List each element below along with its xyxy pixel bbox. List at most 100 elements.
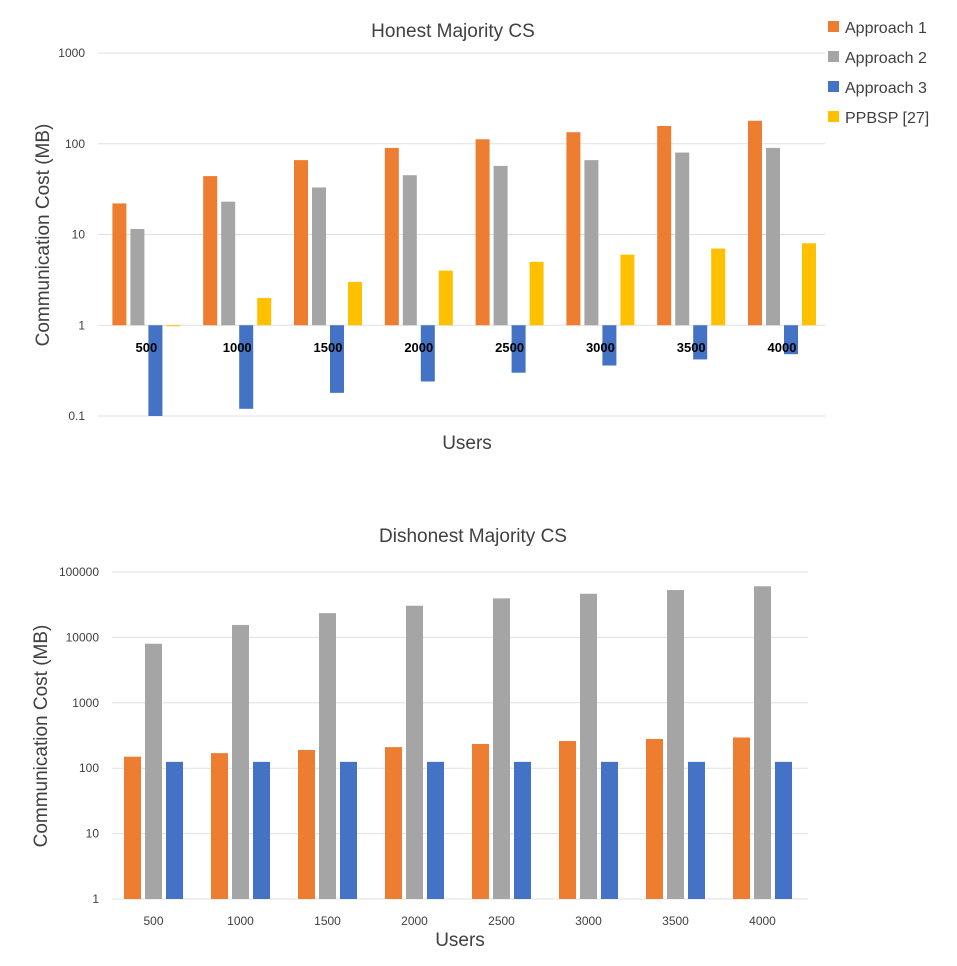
- chart1-ylabel: Communication Cost (MB): [33, 124, 54, 347]
- legend-label-approach-1: Approach 1: [845, 20, 927, 37]
- chart1-category-label: 1500: [314, 340, 343, 355]
- chart2-xlabel: Users: [435, 930, 485, 951]
- bar-approach-3-3500: [693, 325, 708, 360]
- chart1-category-label: 3500: [677, 340, 706, 355]
- bar-approach-1-3500: [657, 125, 672, 326]
- chart1-plot-area: 0.1 1 10 100 1000 500 1000 1500 2000 2500 3000 3500…: [58, 46, 825, 423]
- chart1-category-label: 500: [136, 340, 158, 355]
- bar-approach-1-3000: [559, 741, 576, 899]
- bar-approach-1-3000: [566, 132, 581, 326]
- bar-approach-2-1500: [312, 187, 326, 326]
- chart1-ytick-label: 10: [72, 228, 86, 242]
- chart2-plot-area: 1 10 100 1000 10000 100000 500 1000 1500 2000 2500…: [59, 565, 808, 928]
- bar-approach-1-500: [112, 203, 127, 326]
- chart2-ytick-label: 10: [86, 827, 100, 841]
- bar-approach-2-500: [130, 228, 145, 326]
- chart1-xlabel: Users: [442, 433, 492, 454]
- legend-label-ppbsp: PPBSP [27]: [845, 110, 929, 127]
- bar-approach-2-3000: [584, 160, 599, 326]
- bar-approach-2-4000: [754, 586, 771, 899]
- bar-approach-1-1000: [203, 176, 218, 326]
- chart2-ytick-label: 1: [92, 892, 99, 906]
- bar-ppbsp-27-3000: [620, 254, 635, 326]
- bar-approach-3-2000: [427, 761, 444, 899]
- chart2-category-label: 1000: [227, 914, 254, 928]
- bar-approach-3-1500: [330, 325, 344, 393]
- legend-swatch-approach-2: [828, 51, 839, 62]
- chart1-title: Honest Majority CS: [371, 21, 535, 42]
- chart1-category-label: 1000: [223, 340, 252, 355]
- bar-ppbsp-27-2000: [438, 270, 453, 326]
- bar-approach-2-1500: [319, 613, 336, 899]
- chart2-ytick-label: 100000: [59, 565, 99, 579]
- bar-approach-2-3500: [675, 152, 690, 326]
- bar-approach-2-2500: [493, 165, 508, 326]
- bar-approach-2-2000: [402, 175, 417, 326]
- bar-ppbsp-27-1000: [257, 297, 272, 326]
- bar-ppbsp-27-2500: [529, 261, 544, 326]
- chart1-ytick-label: 1: [78, 318, 85, 332]
- bar-approach-3-2500: [514, 761, 531, 899]
- bar-ppbsp-27-1500: [348, 281, 362, 326]
- bar-approach-2-3500: [667, 590, 684, 899]
- chart2-category-label: 2500: [488, 914, 515, 928]
- bar-approach-3-2500: [511, 325, 526, 373]
- bar-approach-3-1000: [239, 325, 254, 409]
- bar-approach-2-1000: [232, 624, 249, 899]
- bar-ppbsp-27-3500: [711, 248, 726, 326]
- bar-approach-2-2000: [406, 605, 423, 899]
- chart2-category-label: 3500: [662, 914, 689, 928]
- bar-approach-1-2500: [472, 743, 489, 899]
- chart2-category-label: 500: [143, 914, 163, 928]
- chart2-category-label: 3000: [575, 914, 602, 928]
- bar-approach-1-3500: [646, 738, 663, 899]
- chart1-ytick-label: 0.1: [68, 409, 85, 423]
- bar-approach-3-4000: [784, 325, 798, 355]
- chart2-ytick-label: 100: [79, 761, 99, 775]
- legend-swatch-approach-3: [828, 81, 839, 92]
- bar-approach-3-2000: [420, 325, 435, 382]
- bar-approach-3-500: [166, 761, 183, 899]
- chart1-legend: Approach 1 Approach 2 Approach 3 PPBSP […: [828, 20, 929, 127]
- legend-swatch-approach-1: [828, 21, 839, 32]
- chart1-category-label: 4000: [768, 340, 797, 355]
- chart1-ytick-label: 1000: [58, 46, 85, 60]
- bar-approach-1-1500: [294, 160, 308, 326]
- bar-approach-3-3000: [602, 325, 617, 366]
- chart2-ytick-label: 10000: [66, 630, 100, 644]
- bar-approach-1-4000: [748, 120, 762, 326]
- bar-approach-3-500: [148, 325, 163, 416]
- bar-approach-1-500: [124, 756, 141, 899]
- bar-approach-1-4000: [733, 737, 750, 899]
- chart2-ytick-label: 1000: [72, 696, 99, 710]
- legend-label-approach-3: Approach 3: [845, 80, 927, 97]
- legend-swatch-ppbsp: [828, 111, 839, 122]
- chart2-ylabel: Communication Cost (MB): [31, 625, 52, 848]
- bar-approach-3-3000: [601, 761, 618, 899]
- chart2-category-label: 4000: [749, 914, 776, 928]
- chart1-category-label: 2500: [495, 340, 524, 355]
- bar-approach-3-3500: [688, 761, 705, 899]
- chart2-category-label: 2000: [401, 914, 428, 928]
- bar-approach-2-500: [145, 643, 162, 899]
- bar-ppbsp-27-500: [166, 325, 181, 327]
- bar-approach-1-2500: [475, 139, 490, 326]
- bar-approach-2-1000: [221, 201, 236, 326]
- bar-approach-3-1000: [253, 761, 270, 899]
- chart2-category-label: 1500: [314, 914, 341, 928]
- bar-ppbsp-27-4000: [802, 243, 816, 326]
- legend-label-approach-2: Approach 2: [845, 50, 927, 67]
- bar-approach-3-4000: [775, 761, 792, 899]
- bar-approach-1-2000: [384, 147, 399, 326]
- chart2-title: Dishonest Majority CS: [379, 526, 567, 547]
- bar-approach-1-1000: [211, 753, 228, 899]
- bar-approach-1-2000: [385, 747, 402, 899]
- chart1-category-label: 3000: [586, 340, 615, 355]
- bar-approach-2-3000: [580, 593, 597, 899]
- bar-approach-2-2500: [493, 598, 510, 899]
- chart1-category-label: 2000: [404, 340, 433, 355]
- bar-approach-1-1500: [298, 749, 315, 899]
- bar-approach-2-4000: [766, 147, 780, 326]
- bar-approach-3-1500: [340, 761, 357, 899]
